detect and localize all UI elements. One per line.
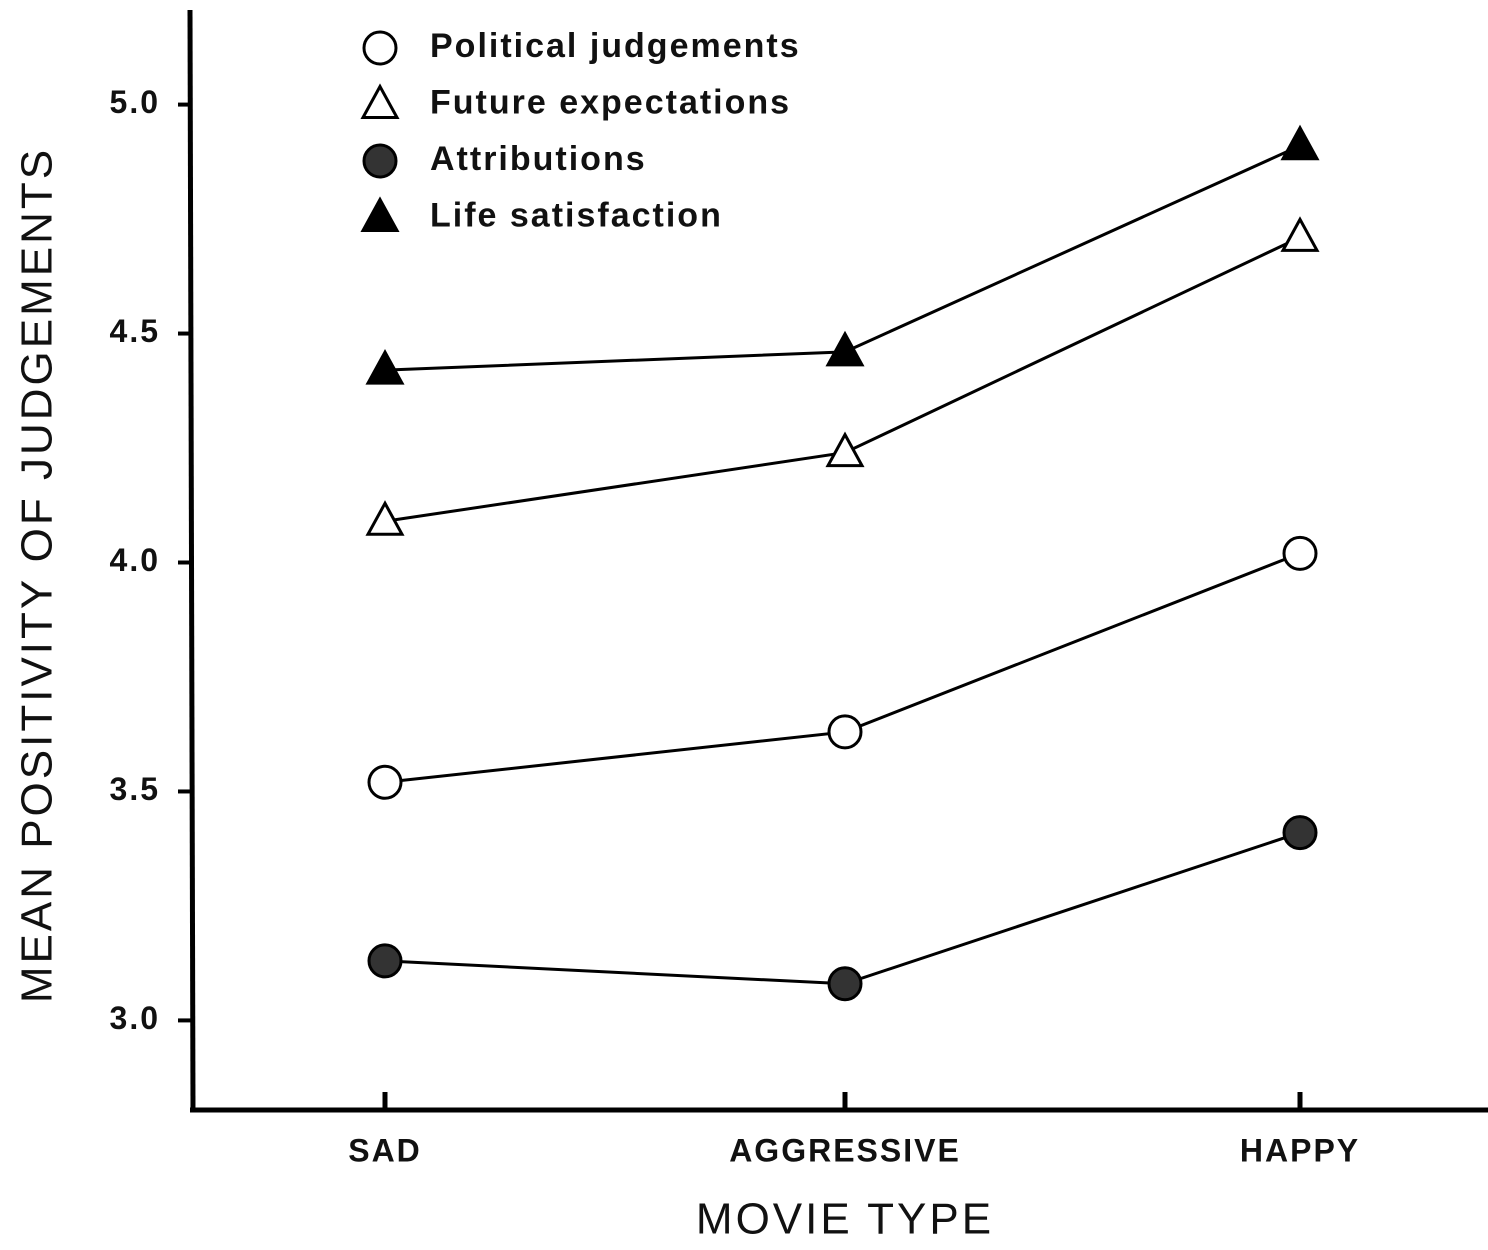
legend-label: Political judgements — [430, 27, 801, 65]
data-point — [367, 943, 403, 979]
data-point — [1282, 815, 1318, 851]
legend-marker — [360, 83, 400, 119]
data-point — [1280, 124, 1320, 161]
series-line — [384, 831, 1301, 986]
legend-marker — [362, 143, 398, 179]
y-axis-label: MEAN POSITIVITY OF JUDGEMENTS — [13, 147, 62, 1003]
data-point — [1282, 535, 1318, 571]
legend-label: Attributions — [430, 140, 647, 178]
x-tick-label: AGGRESSIVE — [729, 1132, 961, 1168]
data-point — [825, 330, 865, 367]
y-tick-label: 3.0 — [110, 1000, 160, 1036]
legend-label: Life satisfaction — [430, 196, 723, 234]
legend-label: Future expectations — [430, 83, 791, 121]
data-point — [1280, 216, 1320, 252]
y-tick-label: 4.5 — [110, 313, 160, 349]
data-point — [825, 431, 865, 468]
x-tick-label: HAPPY — [1240, 1132, 1360, 1168]
y-tick-label: 4.0 — [110, 542, 160, 578]
data-point — [365, 349, 405, 385]
legend-marker — [362, 30, 398, 66]
data-point — [827, 714, 863, 750]
data-point — [367, 764, 403, 800]
x-axis-label: MOVIE TYPE — [696, 1195, 994, 1244]
data-point — [827, 966, 863, 1002]
data-point — [365, 500, 405, 536]
y-tick-label: 3.5 — [110, 771, 160, 807]
x-tick-label: SAD — [348, 1132, 422, 1168]
series-line — [384, 236, 1301, 523]
legend-marker — [360, 196, 400, 232]
y-tick-label: 5.0 — [110, 84, 160, 120]
